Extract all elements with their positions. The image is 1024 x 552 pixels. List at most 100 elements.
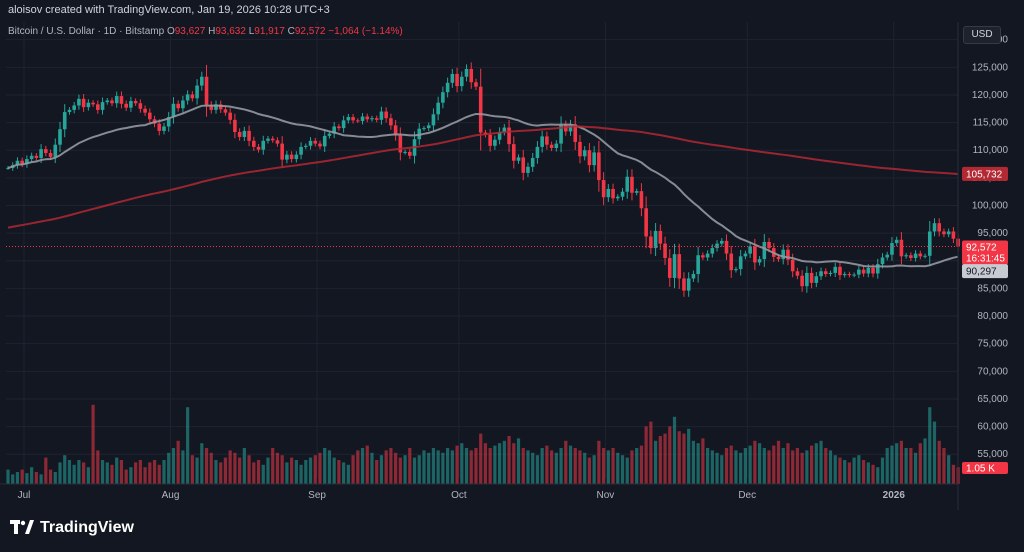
volume-bar	[332, 457, 336, 484]
volume-bar	[280, 455, 284, 484]
candle-body	[275, 140, 280, 144]
volume-bar	[895, 443, 899, 484]
volume-bar	[691, 440, 696, 484]
volume-bar	[195, 457, 199, 484]
volume-bar	[474, 448, 478, 484]
candle-body	[289, 154, 294, 160]
volume-bar	[743, 448, 748, 484]
volume-bar	[937, 440, 941, 484]
candlesticks	[6, 62, 960, 297]
candle-body	[233, 119, 237, 132]
candle-body	[365, 116, 370, 120]
volume-bar	[611, 448, 615, 484]
volume-bar	[238, 457, 242, 484]
volume-bar	[119, 460, 124, 484]
candle-body	[48, 152, 53, 157]
volume-bar	[204, 448, 209, 484]
volume-bar	[436, 450, 440, 484]
candle-body	[587, 150, 592, 166]
candle-body	[502, 127, 507, 132]
volume-bar	[526, 450, 530, 484]
volume-bar	[446, 448, 450, 484]
volume-bar	[384, 450, 388, 484]
volume-bar	[77, 460, 81, 484]
volume-bar	[308, 457, 313, 484]
volume-bar	[294, 460, 298, 484]
candle-body	[81, 98, 86, 108]
candle-body	[322, 135, 327, 147]
volume-bar	[351, 455, 355, 484]
volume-bar	[48, 469, 53, 484]
volume-bar	[616, 452, 620, 484]
volume-bar	[602, 448, 606, 484]
candle-body	[847, 274, 852, 276]
candle-body	[540, 136, 544, 147]
candle-body	[114, 96, 119, 104]
price-chart[interactable]: 130,000125,000120,000115,000110,000105,0…	[0, 22, 1024, 510]
price-tick-label: 60,000	[977, 422, 1008, 433]
volume-bar	[795, 448, 800, 484]
candle-body	[601, 180, 606, 198]
volume-bar	[899, 440, 904, 484]
candle-body	[658, 230, 663, 244]
volume-bar	[672, 416, 677, 484]
candle-body	[138, 103, 143, 109]
volume-bar	[757, 443, 762, 484]
candle-body	[875, 264, 880, 274]
volume-bar	[375, 460, 379, 484]
candle-body	[266, 138, 270, 141]
volume-bar	[620, 455, 625, 484]
candle-body	[748, 246, 752, 254]
candle-body	[620, 191, 625, 197]
candle-body	[790, 259, 795, 272]
candle-body	[403, 151, 407, 153]
volume-bar	[923, 438, 927, 484]
volume-bar	[781, 448, 785, 484]
candle-body	[573, 124, 578, 142]
candle-body	[398, 135, 403, 153]
close-value: 92,572	[294, 26, 326, 37]
candle-body	[606, 188, 611, 198]
volume-bar	[824, 448, 828, 484]
candle-body	[615, 196, 620, 199]
volume-bar	[876, 467, 880, 484]
candle-body	[474, 82, 478, 87]
candle-body	[653, 230, 658, 249]
candle-body	[729, 253, 734, 271]
volume-bar	[658, 436, 662, 484]
currency-button[interactable]: USD	[963, 26, 1001, 44]
candle-body	[828, 272, 833, 275]
candle-body	[644, 208, 648, 237]
volume-bar	[72, 464, 76, 484]
volume-bar	[947, 455, 951, 484]
price-tick-label: 75,000	[977, 339, 1008, 350]
volume-bar	[464, 448, 469, 484]
candle-body	[611, 188, 615, 199]
price-tick-label: 95,000	[977, 228, 1008, 239]
volume-bar	[346, 464, 350, 484]
volume-bar	[772, 445, 776, 484]
candle-body	[795, 271, 800, 276]
chart-area[interactable]: 130,000125,000120,000115,000110,000105,0…	[0, 22, 1024, 510]
volume-bar	[942, 448, 946, 484]
volume-bar	[597, 440, 601, 484]
volume-bar	[105, 462, 109, 484]
volume-bar	[573, 448, 577, 484]
candle-body	[753, 246, 757, 263]
candle-body	[743, 253, 748, 257]
candle-body	[814, 276, 819, 283]
volume-bar	[653, 440, 658, 484]
candle-body	[857, 269, 861, 275]
candle-body	[195, 85, 199, 99]
volume-bar	[233, 452, 237, 484]
volume-bar	[124, 469, 128, 484]
open-value: 93,627	[174, 26, 206, 37]
candle-body	[209, 104, 214, 110]
volume-bar	[592, 455, 596, 484]
volume-bar	[559, 448, 563, 484]
candle-body	[880, 257, 885, 265]
candle-body	[871, 267, 875, 274]
candle-body	[455, 73, 459, 87]
candle-body	[932, 223, 937, 232]
candle-body	[100, 102, 105, 110]
